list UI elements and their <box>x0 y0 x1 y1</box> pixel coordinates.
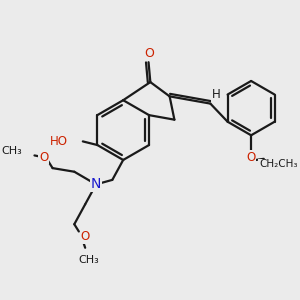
Text: CH₃: CH₃ <box>1 146 22 156</box>
Text: CH₂CH₃: CH₂CH₃ <box>259 159 298 169</box>
Text: CH₃: CH₃ <box>78 255 99 266</box>
Text: O: O <box>145 46 154 60</box>
Text: O: O <box>247 151 256 164</box>
Text: O: O <box>39 151 48 164</box>
Text: HO: HO <box>50 135 68 148</box>
Text: O: O <box>80 230 90 243</box>
Text: H: H <box>212 88 220 101</box>
Text: N: N <box>91 177 101 191</box>
